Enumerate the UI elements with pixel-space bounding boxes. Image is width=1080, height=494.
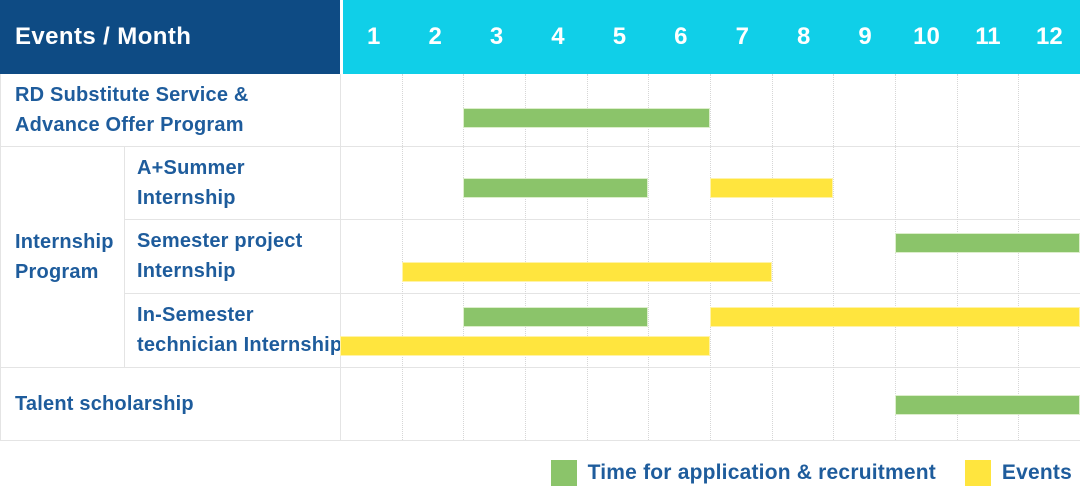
row-separator-line [0,367,1080,368]
gantt-bar-events [340,336,710,356]
month-grid-line [401,74,403,440]
row-label-line: A+Summer [137,156,245,179]
chart-legend: Time for application & recruitment Events [550,459,1072,487]
gantt-bar-events [710,178,834,198]
month-header-cell: 1 [367,23,381,50]
month-header-cell: 9 [858,23,872,50]
row-label-line: Semester project [137,230,303,252]
gantt-bar-recruitment [895,233,1080,253]
gantt-bar-recruitment [463,178,649,198]
legend-swatch-events [964,460,991,486]
row-label: In-Semester technician Internship [124,293,343,367]
month-grid-line [1018,74,1020,440]
row-label-line: RD Substitute Service & [15,84,249,106]
corner-header-label: Events / Month [15,23,192,50]
row-label: A+Summer Internship [124,146,340,219]
month-header-cell: 3 [489,23,504,50]
row-label-line: In-Semester [137,304,254,326]
month-grid-line [833,74,835,440]
row-separator-line [0,146,1080,147]
legend-item-events: Events [964,460,1072,486]
month-grid-line [710,74,711,440]
gantt-bar-recruitment [463,307,649,327]
month-header-row: 1 2 3 4 5 6 7 8 9 10 11 12 [343,0,1080,74]
month-grid-line [648,74,650,440]
month-grid-line [956,74,958,440]
row-label-line: Internship [137,260,236,282]
legend-label: Events [1001,461,1072,484]
row-label-line: Internship [137,186,236,209]
row-label-line: Advance Offer Program [15,114,244,136]
month-header-cell: 12 [1036,23,1063,50]
row-label: Semester project Internship [124,219,340,293]
table-corner-header: Events / Month [0,0,340,74]
month-header-cell: 2 [428,23,442,50]
month-grid-line [586,74,588,440]
month-header-cell: 4 [551,23,565,50]
month-grid-line [463,74,465,440]
row-label: RD Substitute Service & Advance Offer Pro… [0,74,340,146]
month-header-cell: 6 [674,23,688,50]
group-label-line: Program [15,260,99,283]
month-header-cell: 8 [796,23,811,50]
month-header-cell: 7 [735,23,749,50]
legend-label: Time for application & recruitment [587,461,936,484]
month-grid-line [895,74,896,440]
row-label-line: Talent scholarship [15,392,194,415]
gantt-bar-events [710,307,1080,327]
month-grid-line [771,74,773,440]
gantt-bar-events [401,262,772,282]
column-separator-line [340,74,341,440]
month-header-cell: 5 [612,23,627,50]
row-separator-line [124,219,1080,220]
legend-swatch-recruitment [550,460,577,486]
group-label-line: Internship [15,230,114,253]
column-separator-line [0,74,1,440]
row-label-line: technician Internship [137,334,343,356]
legend-item-recruitment: Time for application & recruitment [550,460,936,486]
month-header-cell: 10 [913,23,940,50]
row-label: Talent scholarship [0,367,340,440]
month-grid-line [525,74,526,440]
row-separator-line [0,440,1080,441]
month-header-cell: 11 [975,23,1001,50]
column-separator-line [124,146,125,367]
gantt-bar-recruitment [463,108,710,128]
row-separator-line [124,293,1080,294]
group-label: Internship Program [0,146,124,367]
gantt-bar-recruitment [895,395,1080,415]
